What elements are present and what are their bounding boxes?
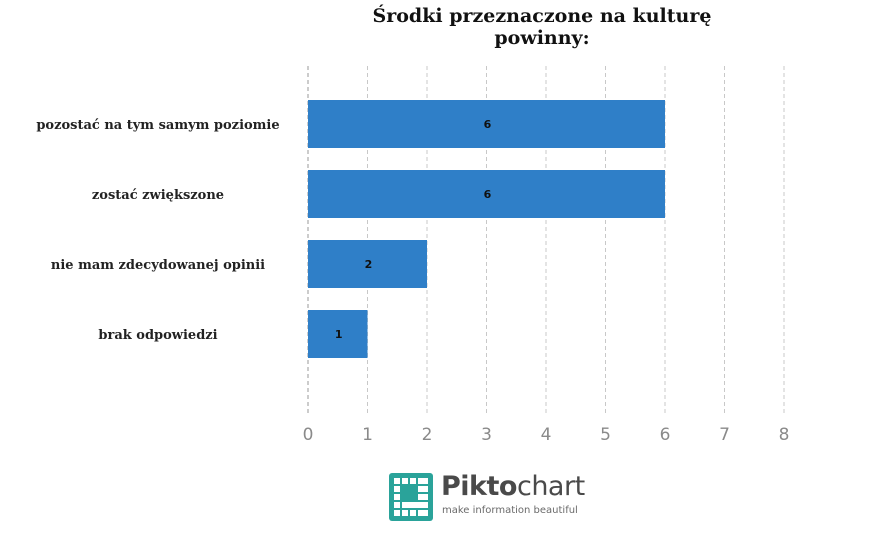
wordmark-bold: Pikto — [441, 471, 517, 502]
x-tick-label-0: 0 — [303, 425, 314, 445]
chart-title: Środki przeznaczone na kulturę powinny: — [300, 5, 784, 49]
value-label-4: 1 — [335, 328, 343, 341]
x-axis-ticks: 0 1 2 3 4 5 6 7 8 — [303, 425, 790, 445]
chart-title-line-2: powinny: — [494, 27, 590, 49]
bar-chart: pozostać na tym samym poziomie zostać zwi… — [36, 66, 790, 445]
value-label-1: 6 — [484, 118, 492, 131]
x-tick-label-6: 6 — [660, 425, 671, 445]
x-tick-label-2: 2 — [422, 425, 433, 445]
x-tick-label-1: 1 — [362, 425, 373, 445]
x-tick-label-4: 4 — [541, 425, 552, 445]
piktochart-logo: Piktochart make information beautiful — [388, 470, 598, 522]
category-label-1: pozostać na tym samym poziomie — [36, 118, 279, 133]
category-label-4: brak odpowiedzi — [98, 328, 217, 343]
x-tick-label-7: 7 — [719, 425, 730, 445]
value-label-2: 6 — [484, 188, 492, 201]
bar-2 — [308, 170, 665, 218]
bar-1 — [308, 100, 665, 148]
category-label-2: zostać zwiększone — [92, 188, 224, 203]
chart-title-line-1: Środki przeznaczone na kulturę — [372, 5, 712, 27]
category-label-3: nie mam zdecydowanej opinii — [51, 258, 265, 273]
bar-3 — [308, 240, 427, 288]
bars — [308, 100, 665, 358]
wordmark-light: chart — [516, 471, 585, 502]
value-labels: 6 6 2 1 — [335, 118, 492, 341]
category-labels: pozostać na tym samym poziomie zostać zwi… — [36, 118, 279, 343]
x-tick-label-5: 5 — [600, 425, 611, 445]
bar-4 — [308, 310, 368, 358]
piktochart-logo-icon — [389, 473, 433, 521]
piktochart-wordmark: Piktochart — [441, 470, 585, 504]
piktochart-tagline: make information beautiful — [442, 505, 578, 516]
value-label-3: 2 — [365, 258, 373, 271]
x-tick-label-3: 3 — [481, 425, 492, 445]
x-tick-label-8: 8 — [779, 425, 790, 445]
